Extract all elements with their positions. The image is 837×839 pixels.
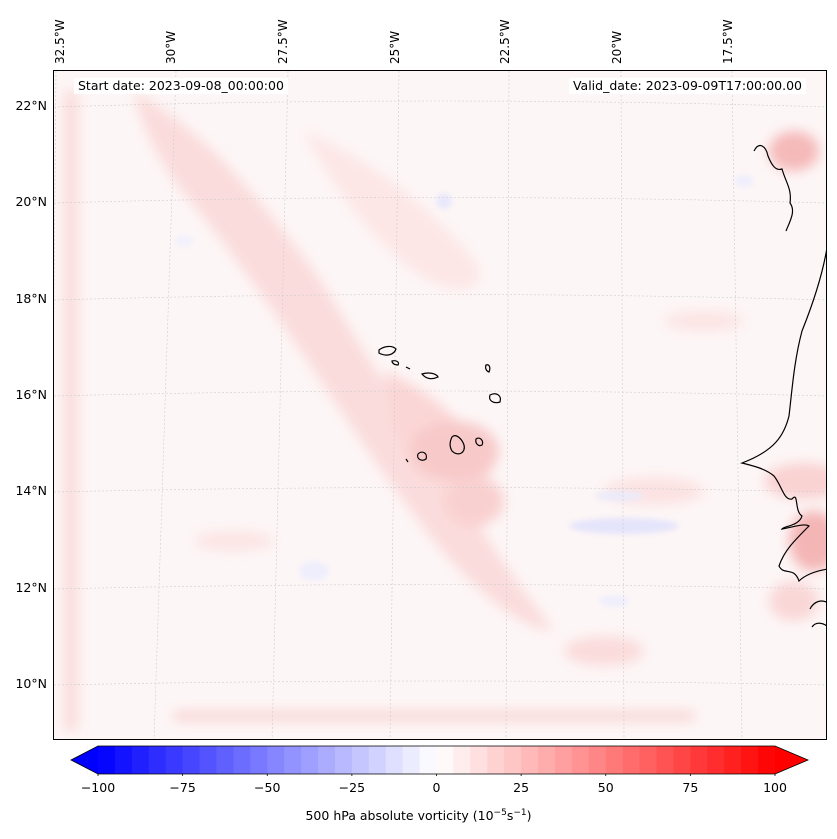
colorbar-label-mid: s [506, 808, 514, 824]
colorbar-segment [758, 746, 776, 774]
colorbar-label-exp1: −5 [493, 808, 507, 818]
colorbar-segment [605, 746, 624, 774]
map-frame [53, 70, 827, 740]
colorbar-segment [368, 746, 387, 774]
colorbar-segment [656, 746, 674, 774]
colorbar-segment [301, 746, 319, 774]
lat-label-10n: 10°N [15, 676, 47, 691]
colorbar-segment [741, 746, 759, 774]
lon-label-25w: 25°W [388, 30, 402, 64]
colorbar-segment [639, 746, 658, 774]
colorbar-segment [98, 746, 116, 774]
colorbar-segment [334, 746, 353, 774]
cape-verde-islands [378, 345, 501, 463]
colorbar-segment [673, 746, 691, 774]
colorbar-segment [114, 746, 133, 774]
colorbar-label-exp2: −1 [513, 808, 527, 818]
lon-label-32-5w: 32.5°W [53, 19, 67, 64]
colorbar-segment [233, 746, 251, 774]
colorbar-tick-label: −25 [338, 780, 366, 795]
colorbar-segment [351, 746, 370, 774]
colorbar-segment [165, 746, 184, 774]
colorbar-segment [267, 746, 285, 774]
colorbar-label-end: ) [526, 808, 532, 824]
colorbar-tick-label: 0 [432, 780, 441, 795]
colorbar-segment [199, 746, 217, 774]
colorbar-segment [504, 746, 522, 774]
colorbar-segment [707, 746, 725, 774]
colorbar-segment [284, 746, 302, 774]
lon-label-30w: 30°W [164, 30, 178, 64]
colorbar-segment [538, 746, 556, 774]
colorbar-segment [690, 746, 708, 774]
colorbar-segment [131, 746, 150, 774]
colorbar-segment [385, 746, 404, 774]
lon-label-22-5w: 22.5°W [498, 19, 512, 64]
colorbar-segment [182, 746, 201, 774]
colorbar-segment [250, 746, 268, 774]
colorbar-tick-label: −75 [169, 780, 196, 795]
lat-label-18n: 18°N [15, 291, 47, 306]
colorbar-segment [487, 746, 505, 774]
positive-vorticity-areas [64, 91, 826, 731]
colorbar-segment [419, 746, 437, 774]
valid-date-label: Valid_date: 2023-09-09T17:00:00.00 [568, 78, 806, 94]
colorbar-segment [148, 746, 167, 774]
colorbar-extend-min [71, 746, 98, 774]
lat-label-12n: 12°N [15, 580, 47, 595]
colorbar-segment [724, 746, 742, 774]
lat-label-16n: 16°N [15, 387, 47, 402]
colorbar-tick-label: −100 [80, 780, 116, 795]
colorbar-segment [554, 746, 573, 774]
colorbar-tick-label: 25 [513, 780, 530, 795]
colorbar-label: 500 hPa absolute vorticity (10−5s−1) [0, 808, 837, 823]
colorbar-segment [588, 746, 607, 774]
lat-label-22n: 22°N [15, 98, 47, 113]
colorbar-segment [521, 746, 539, 774]
lon-label-27-5w: 27.5°W [276, 19, 290, 64]
colorbar-segment [402, 746, 421, 774]
colorbar-segment [622, 746, 641, 774]
colorbar-segment [470, 746, 488, 774]
lon-label-17-5w: 17.5°W [721, 19, 735, 64]
colorbar-segment [216, 746, 234, 774]
colorbar-segment [571, 746, 590, 774]
colorbar-tick-label: 75 [682, 780, 699, 795]
colorbar-extend-max [775, 746, 808, 774]
negative-vorticity-areas [174, 175, 754, 607]
colorbar-segment [318, 746, 336, 774]
lon-label-20w: 20°W [610, 30, 624, 64]
vorticity-field [54, 71, 826, 739]
colorbar-tick-label: 50 [597, 780, 614, 795]
start-date-label: Start date: 2023-09-08_00:00:00 [74, 78, 288, 94]
west-african-coastline [739, 144, 826, 628]
colorbar-tick-label: −50 [254, 780, 281, 795]
lat-label-20n: 20°N [15, 194, 47, 209]
colorbar-segment [436, 746, 454, 774]
colorbar-tick-label: 100 [763, 780, 787, 795]
colorbar-label-main: 500 hPa absolute vorticity (10 [305, 808, 494, 824]
lat-label-14n: 14°N [15, 483, 47, 498]
colorbar [70, 745, 810, 776]
colorbar-segment [453, 746, 471, 774]
